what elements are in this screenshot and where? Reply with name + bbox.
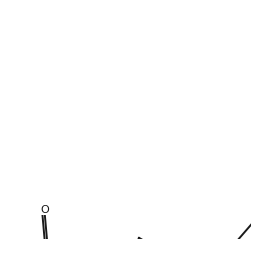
Text: O: O [40, 205, 49, 215]
